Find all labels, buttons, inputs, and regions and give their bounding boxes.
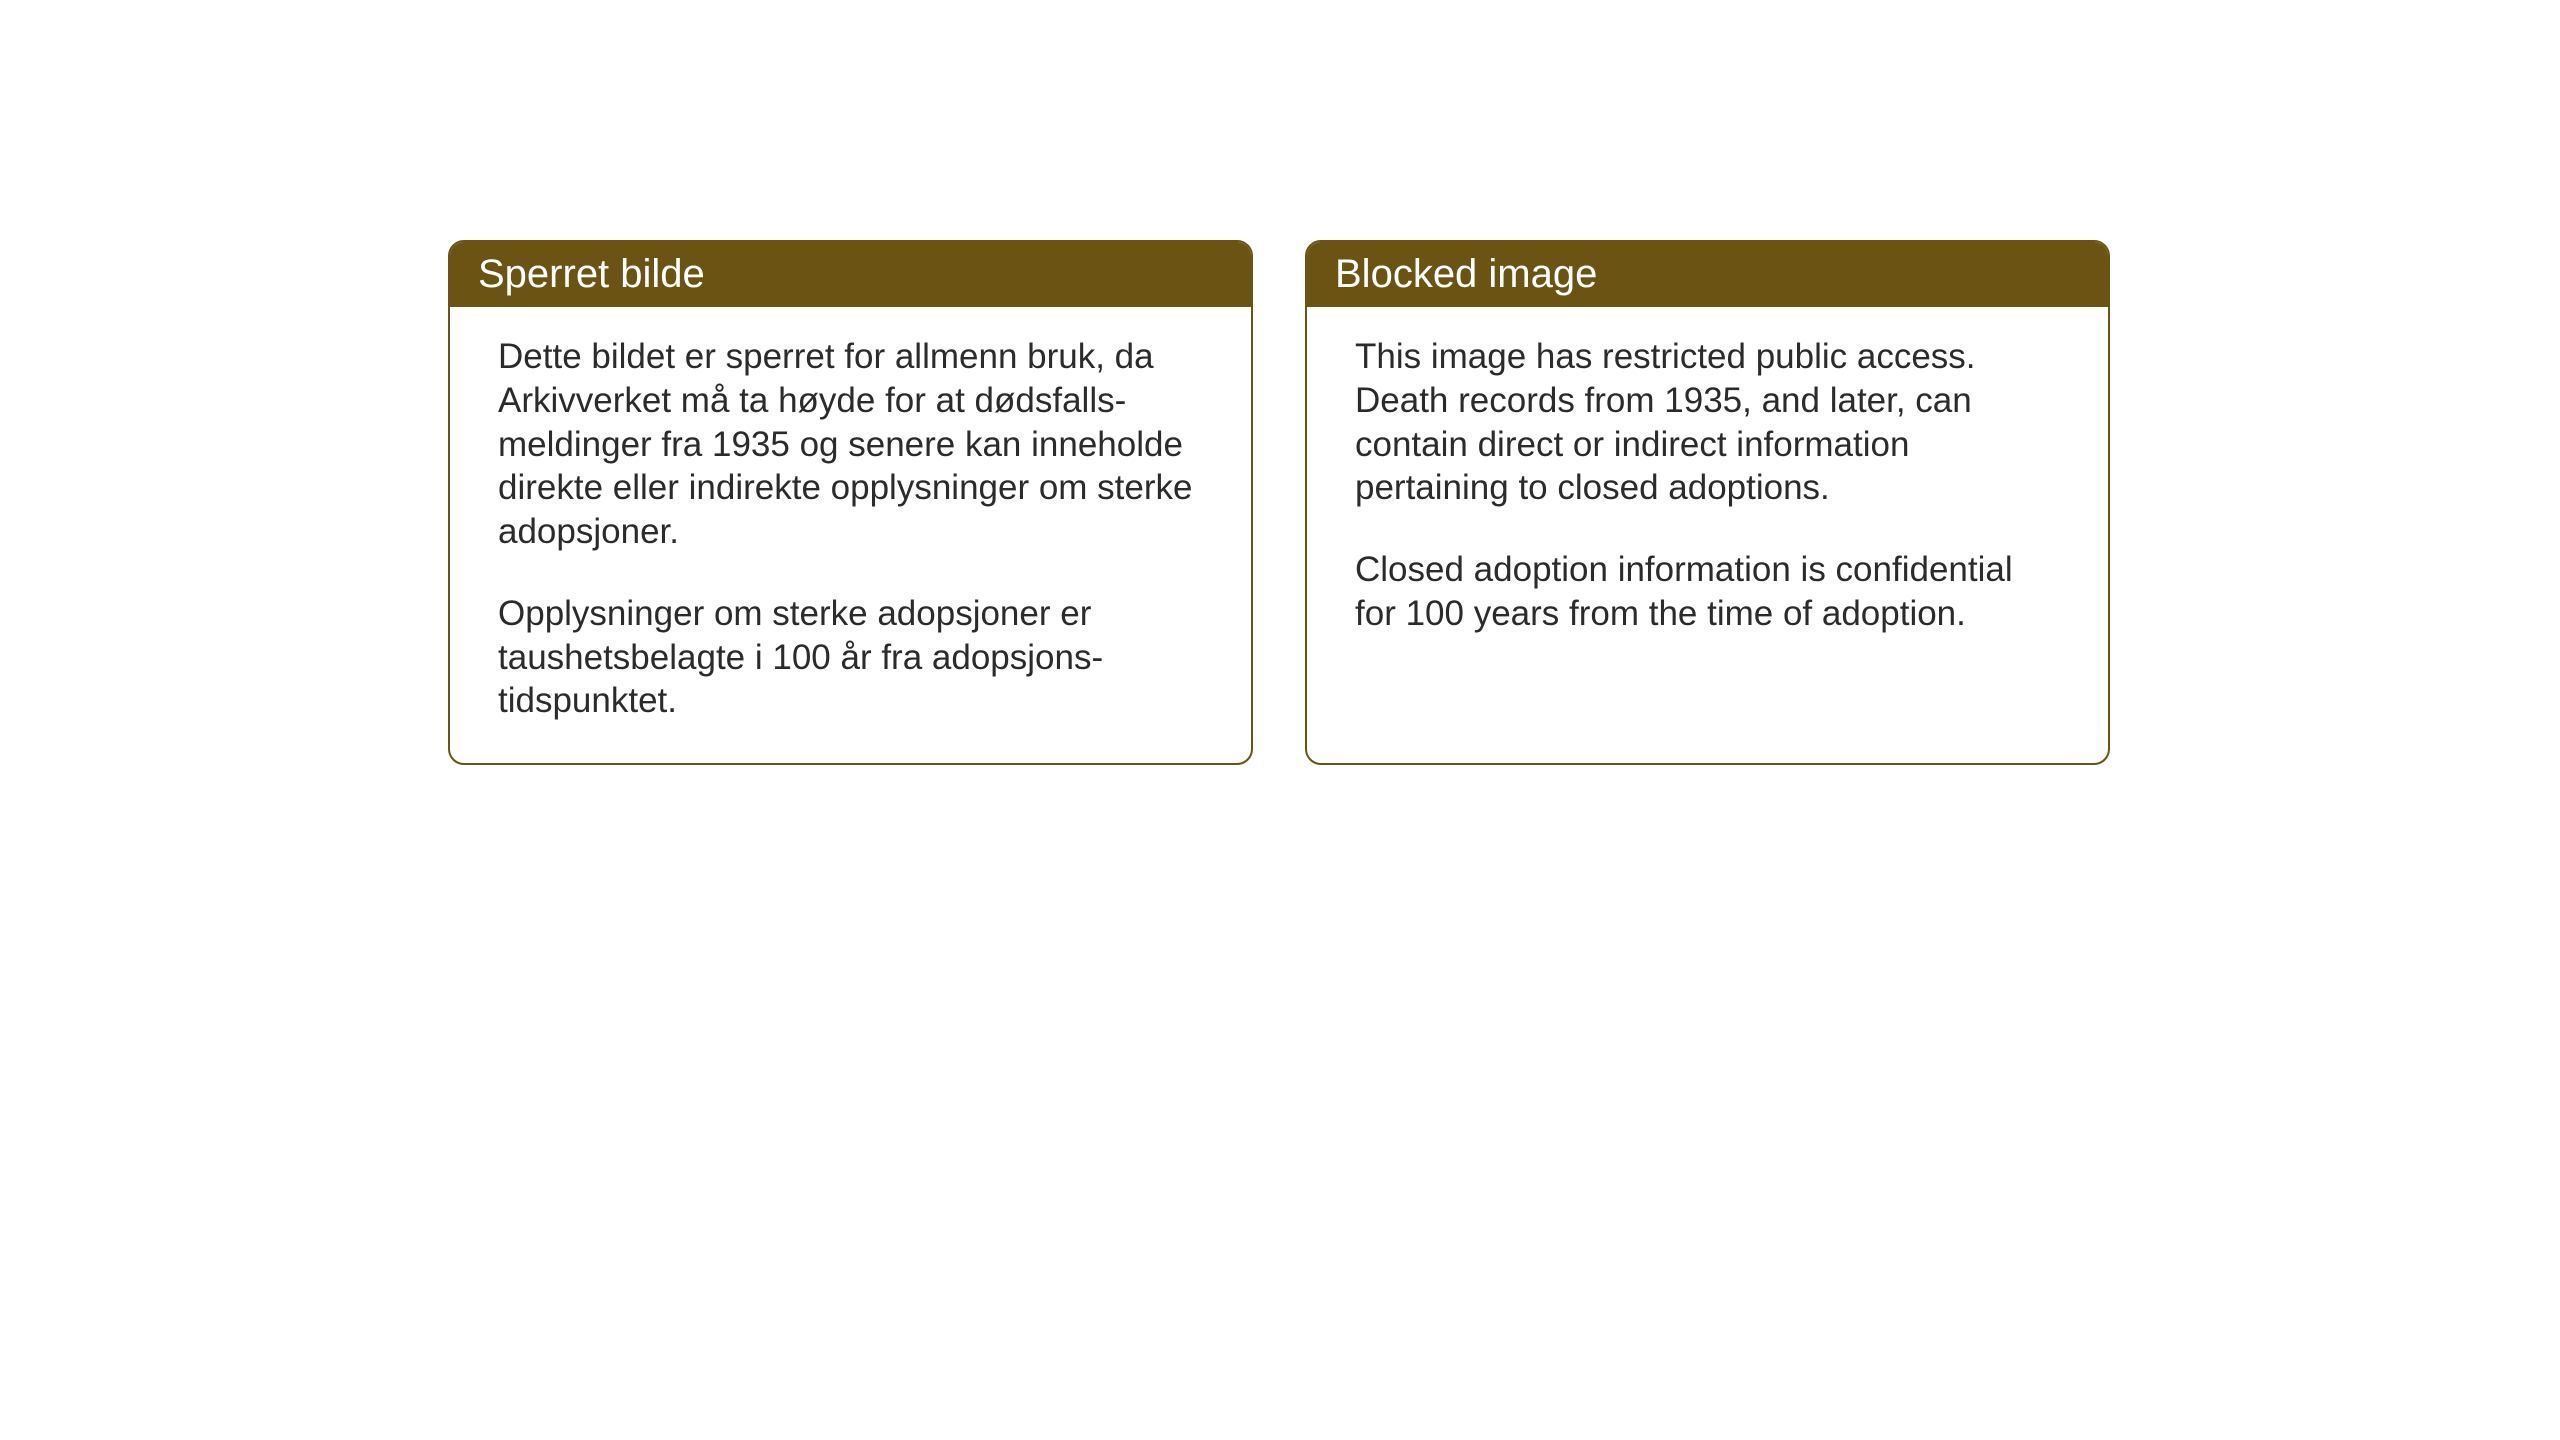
english-card-body: This image has restricted public access.… bbox=[1307, 307, 2108, 676]
norwegian-card-body: Dette bildet er sperret for allmenn bruk… bbox=[450, 307, 1251, 763]
norwegian-card: Sperret bilde Dette bildet er sperret fo… bbox=[448, 240, 1253, 765]
norwegian-card-title: Sperret bilde bbox=[450, 242, 1251, 307]
english-paragraph-2: Closed adoption information is confident… bbox=[1355, 548, 2060, 636]
norwegian-paragraph-1: Dette bildet er sperret for allmenn bruk… bbox=[498, 335, 1203, 554]
english-paragraph-1: This image has restricted public access.… bbox=[1355, 335, 2060, 510]
cards-container: Sperret bilde Dette bildet er sperret fo… bbox=[448, 240, 2110, 765]
english-card-title: Blocked image bbox=[1307, 242, 2108, 307]
norwegian-paragraph-2: Opplysninger om sterke adopsjoner er tau… bbox=[498, 592, 1203, 723]
english-card: Blocked image This image has restricted … bbox=[1305, 240, 2110, 765]
